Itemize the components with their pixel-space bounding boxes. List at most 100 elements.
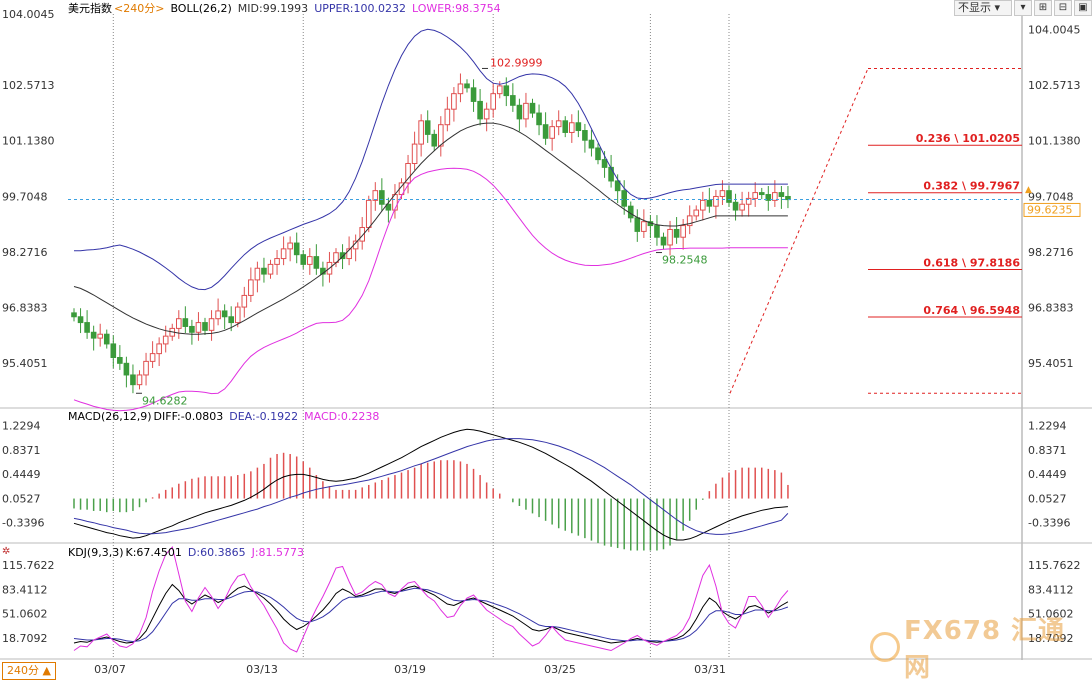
window-button[interactable]: ▣ [1074,0,1092,16]
display-select[interactable]: 不显示 ▾ [954,0,1012,16]
symbol-name: 美元指数 [68,2,112,15]
macd-indicator-info: MACD(26,12,9) DIFF:-0.0803 DEA:-0.1922 MACD… [68,410,385,424]
macd-diff-line [73,428,788,541]
candle-body [84,322,90,333]
candle-body [549,126,555,139]
candle-body [555,120,562,128]
left-kdj-y-tick: 18.7092 [2,632,48,645]
candle-body [457,83,464,95]
candle-body [765,194,772,201]
candle-body [575,122,582,132]
fib-level-label: 0.764 \ 96.5948 [923,304,1020,317]
kdj-y-tick: 51.0602 [1028,608,1074,621]
candle-body [444,108,451,126]
kdj-indicator-info: KDJ(9,3,3) K:67.4501 D:60.3865 J:81.5773 [68,546,310,560]
boll-lower: LOWER:98.3754 [411,2,501,15]
candle-body [215,310,221,320]
fib-level-label: 0.382 \ 99.7967 [923,180,1020,193]
candle-body [293,242,300,256]
zoom-in-button[interactable]: ⊞ [1034,0,1052,16]
arrow-down-button[interactable]: ▾ [1014,0,1032,16]
candle-body [202,322,208,331]
candle-body [483,108,490,120]
candle-body [496,85,503,95]
candle-body [117,357,123,364]
macd-title: MACD(26,12,9) [68,410,152,423]
candle-body [588,139,595,149]
candle-body [634,217,641,232]
boll-upper-line [74,28,788,291]
kdj-k: K:67.4501 [125,546,182,559]
left-price-y-tick: 102.5713 [2,79,55,92]
watermark: FX678 汇通网 [870,616,1092,683]
candle-body [438,124,444,147]
candle-body [772,192,778,201]
candle-body [234,306,241,324]
left-price-y-tick: 96.8383 [2,302,48,315]
boll-lower-line [73,167,788,412]
kdj-j: J:81.5773 [251,546,305,559]
macd-value: MACD:0.2238 [304,410,380,423]
candle-body [464,83,470,89]
price-arrow-icon: ▲ [1025,185,1032,195]
period-switch-button[interactable]: 240分 ▲ [2,662,56,680]
candle-body [71,312,77,318]
zoom-out-button[interactable]: ⊟ [1054,0,1072,16]
candle-body [523,102,529,120]
x-tick-label: 03/31 [694,663,726,676]
price-y-tick: 98.2716 [1028,246,1074,259]
axis-layer: 03/07 03/13 03/19 03/25 03/31 104.0045 102.571… [2,8,1081,676]
candle-body [267,263,274,275]
candle-body [182,318,189,327]
candle-body [569,122,575,133]
candle-body [706,199,713,207]
candle-body [680,225,686,238]
candle-body [700,199,706,211]
macd-panel [73,428,789,551]
macd-y-tick: 0.0527 [1028,492,1067,505]
candle-body [162,335,169,345]
kdj-title: KDJ(9,3,3) [68,546,124,559]
candle-body [490,93,496,110]
kdj-y-tick: 115.7622 [1028,559,1081,572]
period-label: <240分> [114,2,165,15]
boll-mid: MID:99.1993 [237,2,309,15]
candle-body [189,325,195,333]
price-y-tick: 99.7048 [1028,190,1074,203]
candle-body [477,100,483,120]
current-price-label: 99.6235 [1027,203,1073,216]
candle-body [660,236,667,246]
candle-body [339,252,346,260]
candle-body [732,201,739,211]
candle-body [123,362,130,376]
candle-body [752,192,759,199]
kdj-k-line [73,583,789,644]
candle-body [287,242,293,250]
fib-level-label: 0.618 \ 97.8186 [923,256,1020,269]
candle-body [195,322,202,333]
price-indicator-info: 美元指数 <240分> BOLL(26,2) MID:99.1993 UPPER:100… [68,2,507,16]
candle-body [529,102,536,114]
candle-body [77,316,84,324]
candle-body [608,166,614,182]
candle-body [595,147,601,161]
candle-body [686,215,693,227]
candle-body [758,192,765,196]
candle-body [739,203,745,211]
left-macd-y-tick: -0.3396 [2,517,44,530]
kdj-y-tick: 83.4112 [1028,583,1074,596]
candle-body [346,248,352,260]
macd-y-tick: 1.2294 [1028,420,1067,433]
kdj-j-line [73,545,789,653]
kdj-d: D:60.3865 [187,546,246,559]
candle-body [713,195,719,207]
candle-body [130,374,136,386]
boll-upper: UPPER:100.0232 [314,2,406,15]
candle-body [280,248,287,260]
chart-toolbar: 不显示 ▾ ▾ ⊞ ⊟ ▣ [954,0,1092,18]
kdj-y-tick: 18.7092 [1028,632,1074,645]
left-macd-y-tick: 0.0527 [2,492,41,505]
candle-body [300,254,307,265]
x-tick-label: 03/19 [394,663,426,676]
candle-body [601,159,608,168]
